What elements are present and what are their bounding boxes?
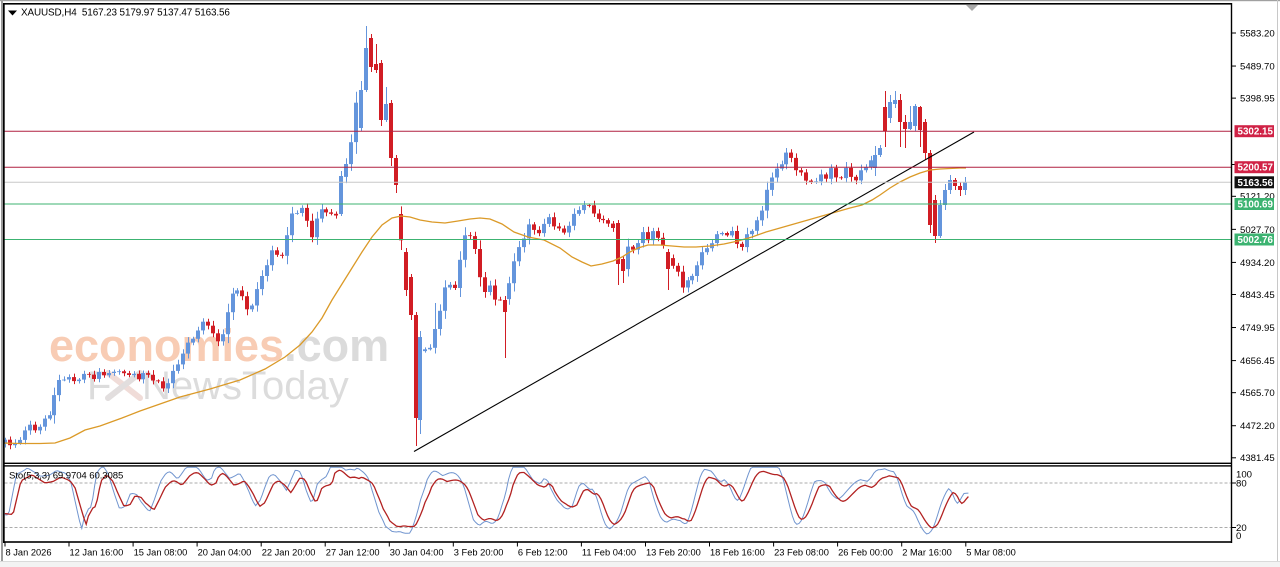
- svg-text:5200.57: 5200.57: [1238, 163, 1274, 174]
- svg-text:6 Feb 12:00: 6 Feb 12:00: [518, 548, 568, 558]
- svg-text:5583.20: 5583.20: [1240, 28, 1275, 39]
- svg-text:5121.20: 5121.20: [1240, 192, 1275, 203]
- svg-text:23 Feb 08:00: 23 Feb 08:00: [774, 548, 829, 558]
- svg-text:5002.76: 5002.76: [1238, 235, 1274, 246]
- svg-text:3 Feb 20:00: 3 Feb 20:00: [454, 548, 504, 558]
- svg-text:20: 20: [1236, 523, 1247, 534]
- svg-text:5398.95: 5398.95: [1240, 94, 1275, 105]
- svg-text:26 Feb 00:00: 26 Feb 00:00: [838, 548, 893, 558]
- svg-text:5027.70: 5027.70: [1240, 225, 1275, 236]
- svg-text:4472.20: 4472.20: [1240, 421, 1275, 432]
- svg-text:27 Jan 12:00: 27 Jan 12:00: [326, 548, 380, 558]
- svg-text:4934.20: 4934.20: [1240, 258, 1275, 269]
- svg-text:20 Jan 04:00: 20 Jan 04:00: [198, 548, 252, 558]
- svg-text:4656.45: 4656.45: [1240, 356, 1275, 367]
- svg-text:5 Mar 08:00: 5 Mar 08:00: [966, 548, 1016, 558]
- svg-text:4843.45: 4843.45: [1240, 290, 1275, 301]
- svg-text:80: 80: [1236, 478, 1247, 489]
- svg-text:8 Jan 2026: 8 Jan 2026: [6, 548, 52, 558]
- svg-text:22 Jan 20:00: 22 Jan 20:00: [262, 548, 316, 558]
- svg-text:Sto(5,3,3) 69.9704 60.3085: Sto(5,3,3) 69.9704 60.3085: [9, 471, 123, 482]
- svg-text:5489.70: 5489.70: [1240, 61, 1275, 72]
- svg-text:30 Jan 04:00: 30 Jan 04:00: [390, 548, 444, 558]
- svg-text:5100.69: 5100.69: [1238, 200, 1274, 211]
- svg-text:100: 100: [1236, 469, 1252, 480]
- svg-text:18 Feb 16:00: 18 Feb 16:00: [710, 548, 765, 558]
- svg-text:2 Mar 16:00: 2 Mar 16:00: [902, 548, 952, 558]
- svg-text:5302.15: 5302.15: [1238, 127, 1274, 138]
- svg-text:4381.45: 4381.45: [1240, 453, 1275, 464]
- svg-text:4565.70: 4565.70: [1240, 388, 1275, 399]
- svg-text:15 Jan 08:00: 15 Jan 08:00: [134, 548, 188, 558]
- svg-text:economies.com: economies.com: [49, 320, 389, 371]
- svg-text:12 Jan 16:00: 12 Jan 16:00: [70, 548, 124, 558]
- svg-text:5163.56: 5163.56: [1238, 178, 1274, 189]
- svg-text:0: 0: [1236, 531, 1241, 542]
- svg-text:11 Feb 04:00: 11 Feb 04:00: [582, 548, 636, 558]
- svg-text:NewsToday: NewsToday: [142, 364, 349, 408]
- svg-text:4749.95: 4749.95: [1240, 323, 1275, 334]
- svg-text:13 Feb 20:00: 13 Feb 20:00: [646, 548, 701, 558]
- svg-text:XAUUSD,H4 5167.23 5179.97 513: XAUUSD,H4 5167.23 5179.97 5137.47 5163.5…: [21, 8, 230, 19]
